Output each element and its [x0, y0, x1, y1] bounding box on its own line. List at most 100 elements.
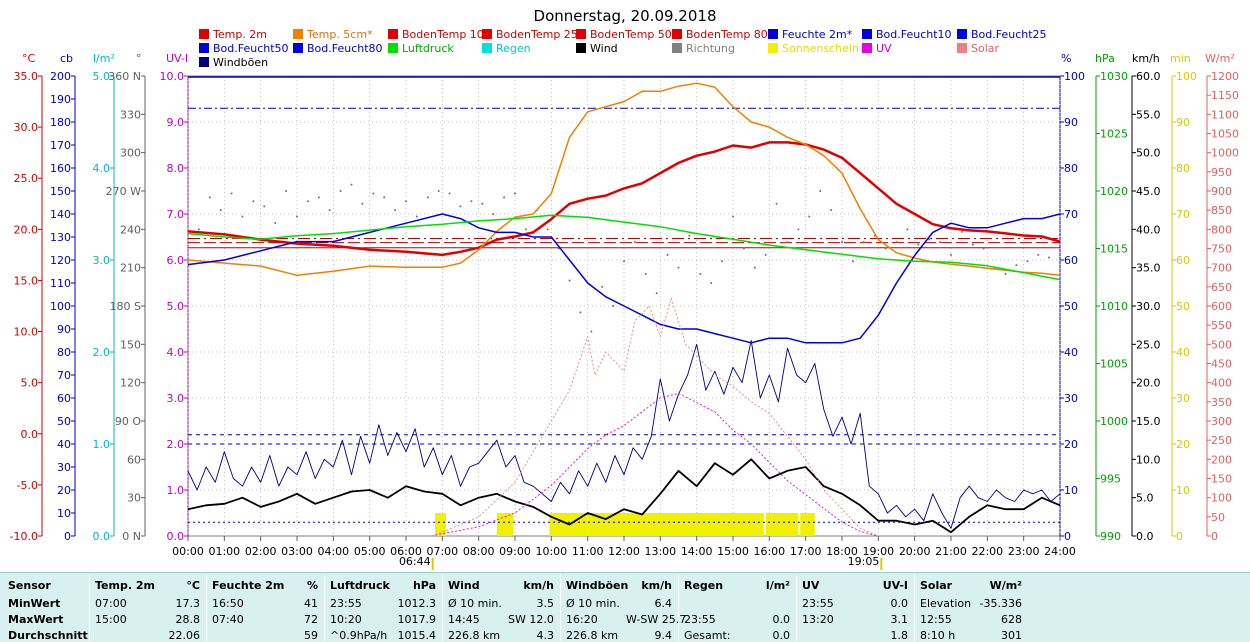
time-axis: 00:00 01:00 02:00 03:00 04:00 05:00 06:00 07:00… [172, 536, 1076, 570]
axis-unit-press: hPa [1095, 52, 1115, 65]
direction-point [448, 192, 451, 195]
axis-tick-label: 30 [1064, 392, 1078, 405]
axis-tick-label: -10.0 [10, 530, 38, 543]
direction-point [503, 196, 506, 199]
summary-separator [89, 575, 90, 641]
axis-tick-label: 0 [64, 530, 71, 543]
summary-unit: °C [186, 579, 200, 592]
summary-value: 0.0 [890, 597, 909, 610]
legend-label: BodenTemp 50 [590, 28, 672, 41]
axis-tick-label: 55.0 [1136, 108, 1161, 121]
summary-header: Solar [920, 579, 953, 592]
axis-tick-label: 160 [50, 162, 71, 175]
sunshine-block [587, 513, 764, 536]
summary-value: 301 [1001, 629, 1022, 642]
direction-point [688, 234, 691, 237]
axis-tick-label: 1050 [1211, 128, 1239, 141]
axis-tick-label: 330 [120, 108, 141, 121]
axis-tick-label: 10 [1064, 484, 1078, 497]
time-tick-label: 08:00 [463, 545, 495, 558]
direction-point [699, 273, 702, 276]
axis-tick-label: 60 [1176, 254, 1190, 267]
direction-point [862, 241, 865, 244]
axis-tick-label: 5.0 [21, 377, 39, 390]
legend-swatch [768, 43, 778, 53]
axis-tick-label: 30 [127, 492, 141, 505]
axis-tick-label: 50.0 [1136, 147, 1161, 160]
axis-tick-label: 35.0 [1136, 262, 1161, 275]
axis-tick-label: 20 [57, 484, 71, 497]
direction-point [1048, 256, 1051, 259]
axis-tick-label: 270 W [106, 185, 141, 198]
time-tick-label: 03:00 [281, 545, 313, 558]
axis-tick-label: 100 [1064, 70, 1085, 83]
time-tick-label: 12:00 [608, 545, 640, 558]
series-lines [187, 82, 1061, 537]
direction-point [208, 196, 211, 199]
direction-point [1026, 260, 1029, 263]
summary-value: 3.1 [890, 613, 909, 626]
summary-unit: km/h [641, 579, 672, 592]
axis-tick-label: 2.0 [167, 438, 185, 451]
direction-point [819, 190, 822, 192]
axis-tick-label: 1200 [1211, 70, 1239, 83]
axis-tick-label: 4.0 [167, 346, 185, 359]
summary-label: Ø 10 min. [448, 597, 502, 610]
axis-tick-label: 80 [1176, 162, 1190, 175]
axis-tick-label: 90 [57, 323, 71, 336]
axis-unit-rain: l/m² [93, 52, 115, 65]
series-line-solar [431, 297, 879, 537]
axis-tick-label: 60 [1064, 254, 1078, 267]
direction-point [481, 202, 484, 205]
axis-tick-label: 750 [1211, 243, 1232, 256]
series-line-luftdruck [187, 214, 1061, 281]
axis-unit-temp: °C [22, 52, 36, 65]
summary-value: 28.8 [175, 613, 201, 626]
axis-tick-label: 140 [50, 208, 71, 221]
axis-unit-uv: UV-I [166, 52, 188, 65]
summary-unit: hPa [412, 579, 436, 592]
axis-tick-label: 70 [57, 369, 71, 382]
axis-tick-label: 10.0 [1136, 453, 1161, 466]
axis-tick-label: 20 [1064, 438, 1078, 451]
legend-label: Bod.Feucht50 [213, 42, 289, 55]
time-tick-label: 02:00 [245, 545, 277, 558]
axis-tick-label: 1015 [1100, 243, 1128, 256]
direction-point [514, 192, 516, 195]
axis-tick-label: 40 [57, 438, 71, 451]
summary-header: UV [802, 579, 820, 592]
axis-tick-label: 0 [1176, 530, 1183, 543]
legend-label: UV [876, 42, 892, 55]
axis-tick-label: 90 [1064, 116, 1078, 129]
direction-point [285, 190, 288, 192]
direction-point [786, 241, 789, 244]
legend: Temp. 2m Temp. 5cm* BodenTemp 10 BodenTemp … [199, 28, 1047, 69]
direction-point [742, 247, 745, 250]
direction-point [982, 247, 985, 250]
direction-point [426, 196, 429, 199]
axis-tick-label: 0.0 [93, 530, 111, 543]
axis-unit-sun: min [1170, 52, 1191, 65]
direction-point [732, 215, 734, 218]
axis-tick-label: 25.0 [14, 172, 39, 185]
legend-label: Bod.Feucht10 [876, 28, 952, 41]
axis-tick-label: 40 [1064, 346, 1078, 359]
summary-unit: % [306, 579, 318, 592]
legend-label: Temp. 2m [212, 28, 267, 41]
direction-point [263, 205, 266, 208]
axis-tick-label: 90 O [115, 415, 141, 428]
time-tick-label: 04:00 [317, 545, 349, 558]
axis-tick-label: 240 [120, 223, 141, 236]
axis-tick-label: 360 N [108, 70, 141, 83]
axis-tick-label: 400 [1211, 377, 1232, 390]
legend-label: Bod.Feucht25 [971, 28, 1047, 41]
axis-tick-label: 800 [1211, 223, 1232, 236]
direction-point [405, 200, 407, 203]
axis-tick-label: 45.0 [1136, 185, 1161, 198]
axis-tick-label: 600 [1211, 300, 1232, 313]
time-tick-label: 07:00 [426, 545, 458, 558]
direction-point [851, 260, 854, 263]
legend-swatch [388, 29, 398, 39]
summary-header: Regen [684, 579, 724, 592]
summary-time: 07:00 [95, 597, 127, 610]
